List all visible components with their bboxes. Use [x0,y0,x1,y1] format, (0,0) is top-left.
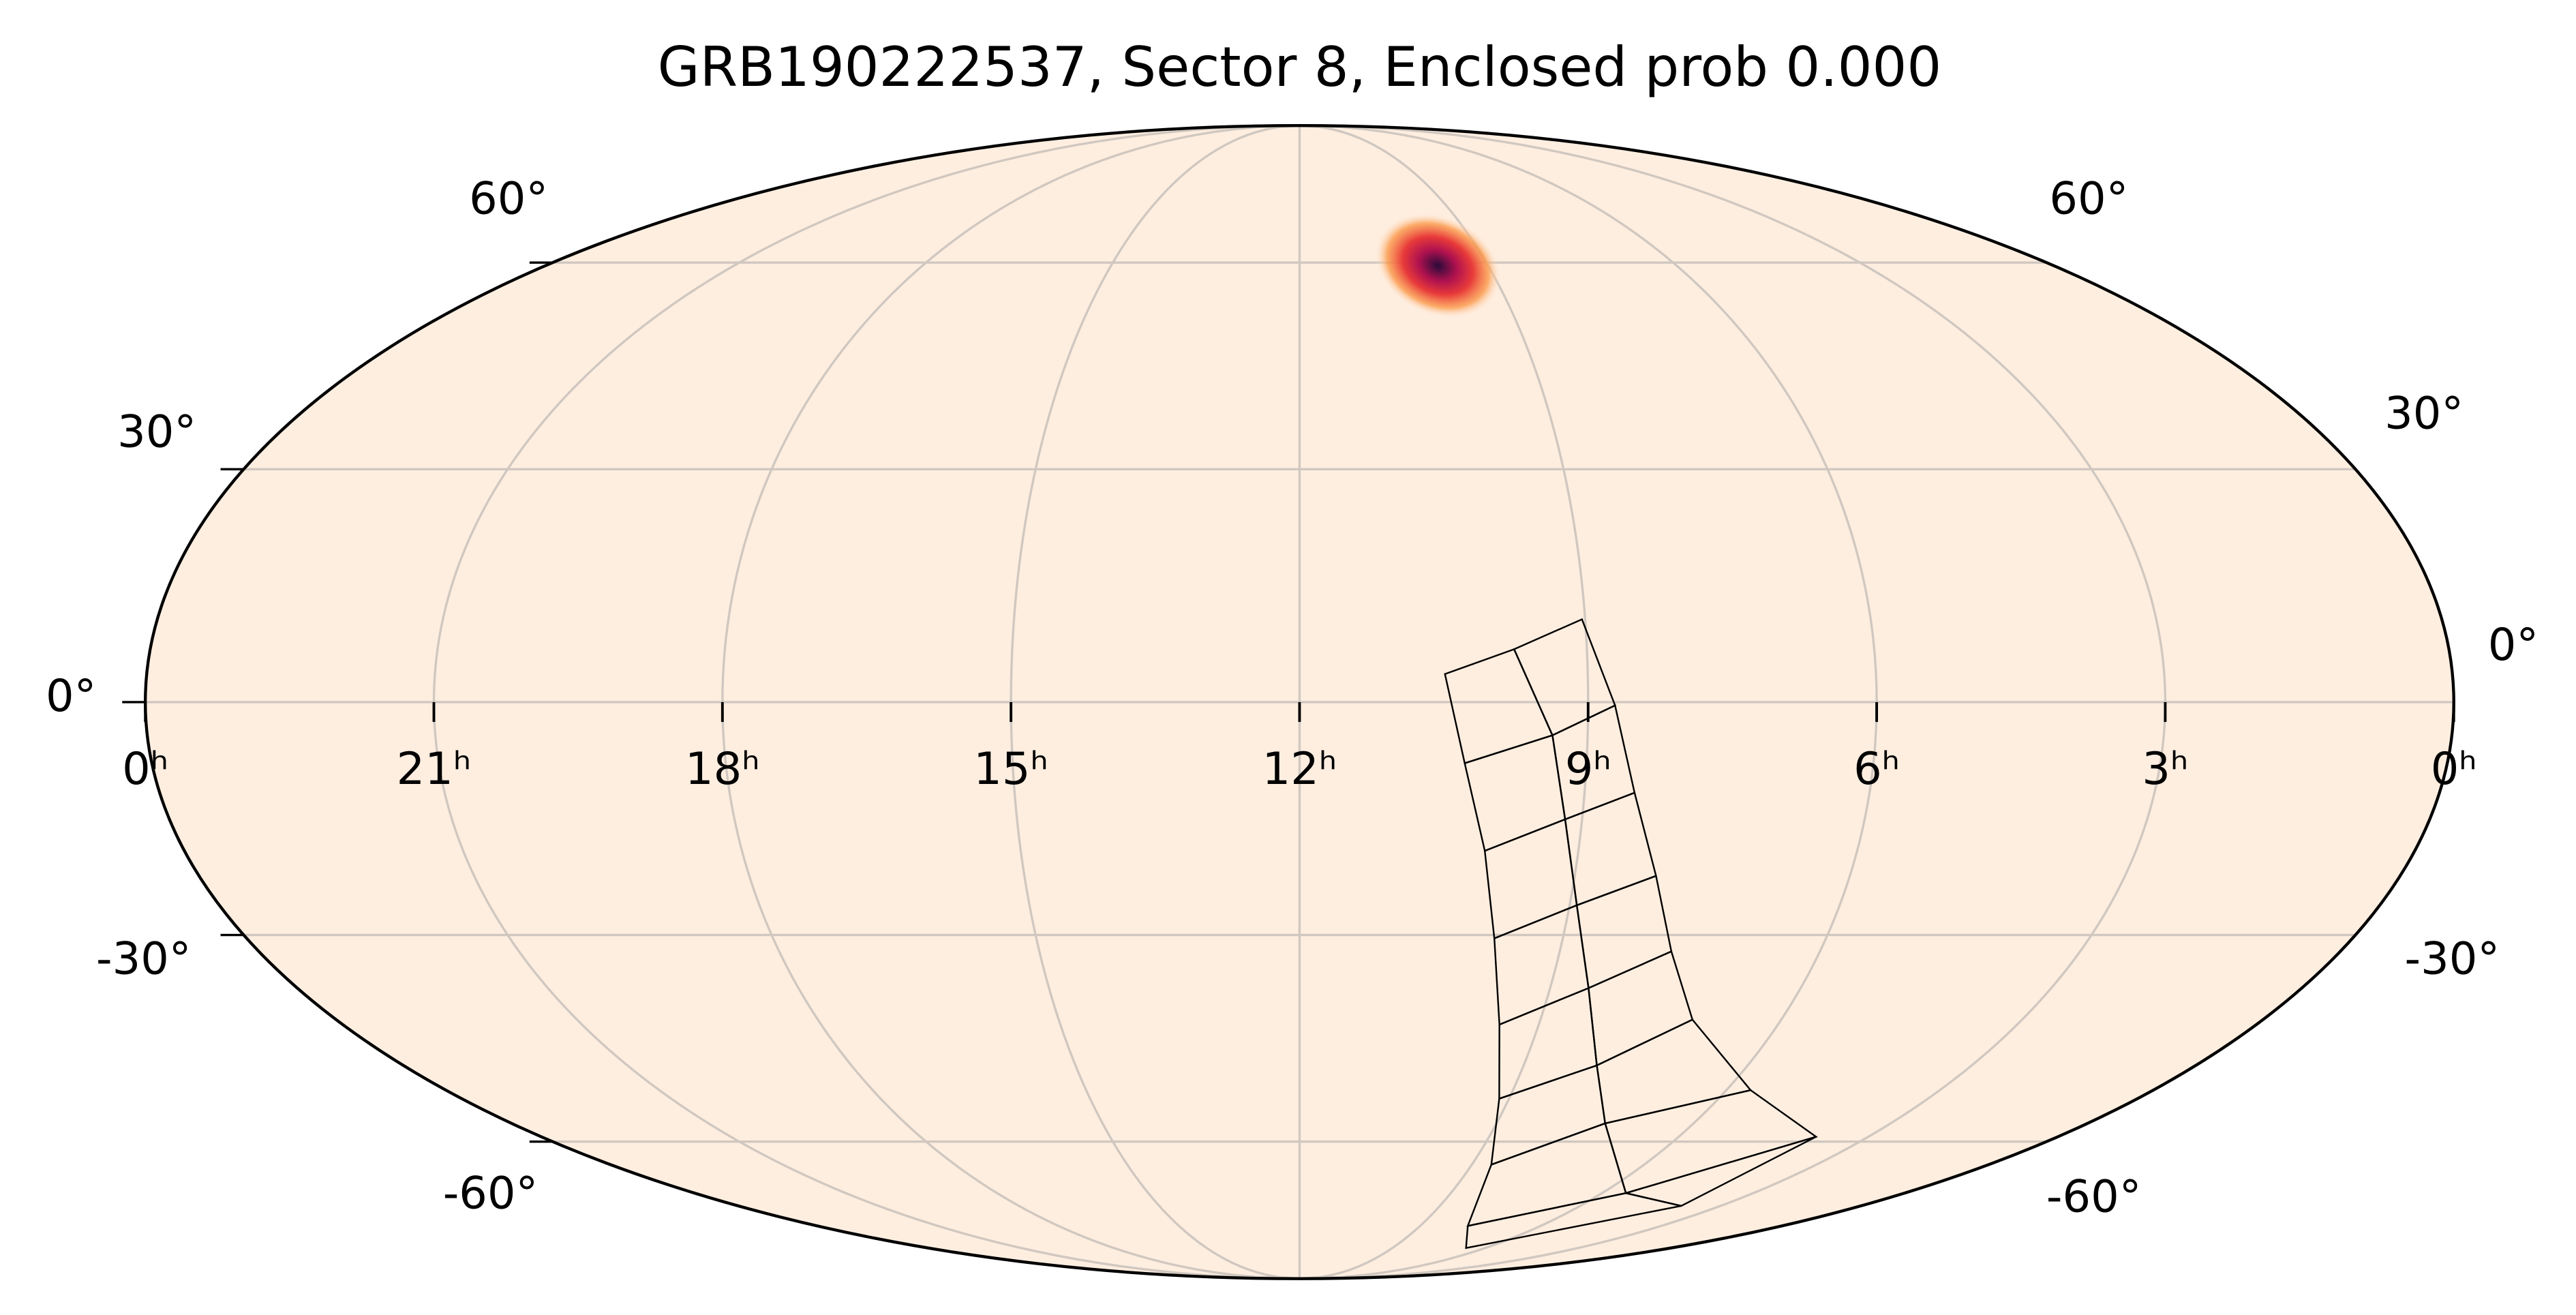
y-tick-label: 0° [46,670,96,722]
footprint-ccd [1622,1136,1817,1207]
x-tick-label: 21ʰ [397,743,472,795]
y-tick-label: 30° [2384,388,2464,440]
y-tick-label: -30° [96,933,192,984]
y-tick-label: -30° [2405,933,2500,984]
y-tick-label: 60° [2049,173,2128,225]
x-tick-label: 0ʰ [122,743,168,795]
x-tick-label: 6ʰ [1853,743,1900,795]
y-tick-label: -60° [443,1168,539,1220]
y-tick-label: -60° [2046,1170,2142,1222]
y-tick-label: 30° [117,406,196,457]
x-tick-label: 9ʰ [1565,743,1611,795]
x-tick-label: 18ʰ [685,743,760,795]
x-tick-label: 3ʰ [2142,743,2188,795]
y-tick-label: 60° [469,173,548,225]
chart-title: GRB190222537, Sector 8, Enclosed prob 0.… [658,35,1942,99]
x-tick-label: 12ʰ [1262,743,1337,795]
x-tick-label: 0ʰ [2431,743,2477,795]
y-tick-label: 0° [2488,619,2539,671]
x-tick-label: 15ʰ [973,743,1048,795]
localization [1374,213,1502,319]
